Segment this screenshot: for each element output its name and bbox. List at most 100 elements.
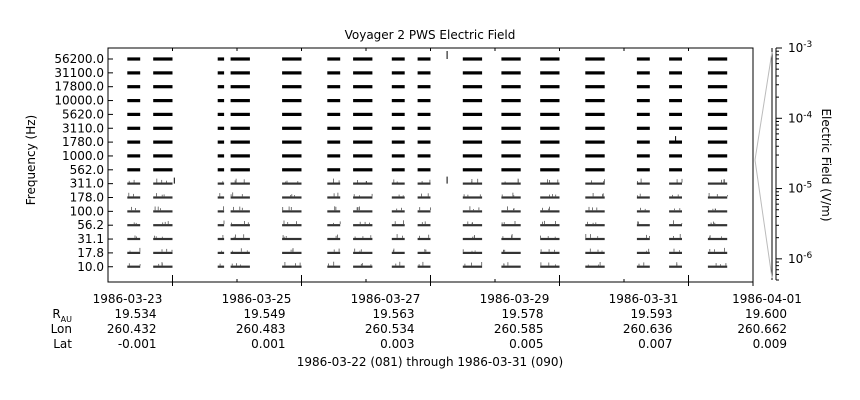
intensity-spike [462, 249, 464, 252]
intensity-spike [232, 192, 234, 197]
intensity-spike [478, 207, 480, 211]
intensity-spike [724, 247, 725, 252]
intensity-spike [338, 248, 340, 252]
intensity-spike [299, 262, 301, 266]
y-tick-label: 5620.0 [62, 107, 104, 121]
channel-band [636, 57, 650, 61]
intensity-spike [503, 250, 504, 252]
channel-band [282, 99, 302, 103]
intensity-spike [223, 206, 224, 211]
intensity-spike [591, 180, 592, 183]
channel-band [391, 154, 405, 158]
colorbar-tick-label: 10-6 [788, 251, 813, 266]
channel-band [707, 57, 728, 61]
channel-band [417, 140, 431, 144]
y-tick-label: 311.0 [70, 177, 104, 191]
channel-band [585, 196, 605, 199]
intensity-spike [507, 206, 508, 211]
intensity-spike [353, 194, 355, 197]
data-segment [230, 57, 250, 268]
channel-band [153, 112, 173, 116]
intensity-spike [513, 208, 515, 211]
intensity-spike [602, 193, 604, 197]
intensity-spike [540, 262, 542, 266]
ephem-r-value: 19.600 [745, 307, 787, 321]
intensity-spike [161, 236, 163, 238]
channel-band [585, 57, 605, 61]
intensity-spike [156, 178, 158, 183]
intensity-spike [338, 180, 340, 183]
intensity-spike [136, 236, 137, 238]
channel-band [391, 265, 405, 268]
intensity-spike [364, 221, 366, 225]
intensity-spike [503, 263, 505, 266]
channel-band [636, 126, 650, 130]
intensity-spike [287, 222, 289, 225]
intensity-spike [235, 234, 236, 238]
data-segment [501, 57, 521, 268]
intensity-spike [393, 179, 395, 183]
intensity-spike [219, 193, 221, 197]
intensity-spike [161, 263, 163, 266]
intensity-spike [471, 181, 473, 183]
data-segment [282, 57, 302, 268]
intensity-spike [597, 236, 599, 238]
channel-band [282, 154, 302, 158]
intensity-spike [243, 234, 245, 238]
intensity-spike [235, 178, 237, 183]
channel-band [391, 140, 405, 144]
intensity-spike [328, 263, 329, 266]
intensity-spike [365, 181, 367, 183]
intensity-spike [549, 180, 550, 183]
intensity-spike [243, 179, 245, 183]
channel-band [327, 168, 341, 172]
intensity-spike [359, 250, 361, 252]
channel-band [282, 57, 302, 61]
intensity-spike [540, 249, 542, 252]
intensity-spike [230, 194, 232, 197]
intensity-spike [467, 221, 469, 225]
channel-band [585, 71, 605, 75]
data-segment [707, 57, 728, 268]
channel-band [327, 140, 341, 144]
channel-band [153, 126, 173, 130]
intensity-spike [160, 208, 161, 211]
intensity-spike [677, 194, 679, 197]
x-tick-label: 1986-03-31 [609, 292, 679, 306]
intensity-spike [247, 222, 249, 225]
channel-band [127, 168, 141, 172]
colorbar-tick-label: 10-4 [788, 110, 813, 125]
channel-band [462, 57, 483, 61]
channel-band [501, 196, 521, 199]
intensity-spike [474, 235, 475, 238]
channel-band [327, 126, 341, 130]
intensity-spike [548, 249, 550, 252]
channel-band [501, 71, 521, 75]
intensity-spike [288, 206, 290, 211]
intensity-spike [219, 263, 221, 266]
channel-band [707, 140, 728, 144]
channel-band [217, 57, 225, 61]
data-segment [636, 57, 650, 268]
data-segment [217, 57, 225, 268]
channel-band [230, 99, 250, 103]
intensity-spike [295, 263, 296, 266]
channel-band [153, 154, 173, 158]
intensity-spike [139, 247, 141, 252]
channel-band [585, 182, 605, 185]
data-segment [327, 57, 341, 268]
intensity-spike [547, 236, 549, 238]
colorbar-tick-label: 10-5 [788, 181, 812, 196]
channel-band [540, 251, 560, 254]
intensity-spike [290, 207, 292, 211]
channel-band [230, 85, 250, 89]
channel-band [353, 224, 373, 227]
intensity-spike [708, 193, 710, 197]
channel-band [540, 196, 560, 199]
y-tick-label: 56.2 [77, 218, 104, 232]
channel-band [353, 99, 373, 103]
intensity-spike [673, 248, 675, 252]
channel-band [501, 57, 521, 61]
intensity-spike [333, 249, 335, 252]
channel-band [501, 265, 521, 268]
